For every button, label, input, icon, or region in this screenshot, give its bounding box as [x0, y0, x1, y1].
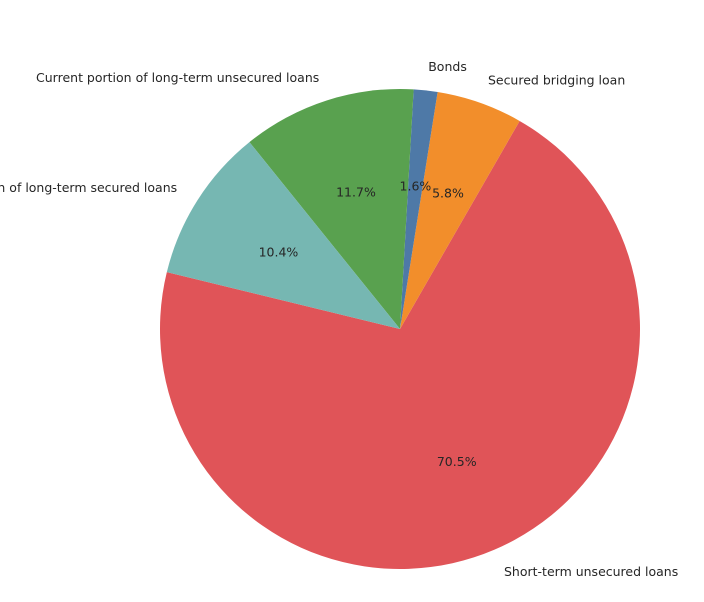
pie-slice-secured-bridging-loan [400, 91, 520, 329]
slice-category-label: Current portion of long-term unsecured l… [36, 70, 319, 85]
slice-percent-label: 11.7% [336, 184, 376, 199]
pie-slice-current-portion-of-long-term-unsecured-loans [249, 89, 414, 329]
slice-percent-label: 1.6% [400, 178, 432, 193]
slice-percent-label: 5.8% [432, 186, 464, 201]
slice-percent-label: 70.5% [437, 454, 477, 469]
slice-category-label: Secured bridging loan [488, 73, 625, 88]
slice-percent-label: 10.4% [259, 244, 299, 259]
pie-slice-short-term-unsecured-loans [160, 120, 641, 569]
slice-category-label: Short-term unsecured loans [504, 564, 678, 579]
slice-category-label: Current portion of long-term secured loa… [0, 180, 177, 195]
labels-layer: 70.5% Short-term unsecured loans 5.8% Secur… [0, 59, 678, 579]
slices-layer [160, 89, 641, 569]
pie-slice-bonds [400, 89, 438, 330]
pie-slice-current-portion-of-long-term-secured-loans [166, 142, 400, 329]
slice-category-label: Bonds [428, 59, 467, 74]
